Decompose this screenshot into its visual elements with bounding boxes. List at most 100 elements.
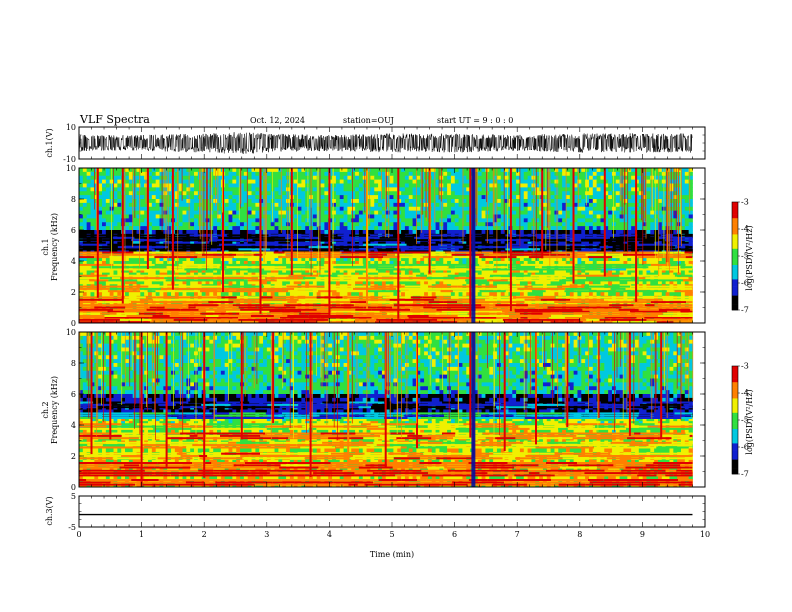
- spectrogram-cell: [677, 195, 682, 200]
- spectrogram-cell: [477, 206, 482, 212]
- spectrogram-cell: [378, 175, 383, 181]
- spectrogram-cell: [82, 230, 88, 235]
- spectrogram-cell: [573, 257, 578, 262]
- spectrogram-cell: [347, 222, 352, 227]
- spectrogram-cell: [401, 168, 406, 173]
- spectrogram-cell: [466, 175, 471, 181]
- spectrogram-cell: [86, 171, 91, 177]
- spectrogram-cell: [217, 206, 222, 212]
- spectrogram-cell: [385, 187, 390, 192]
- spectrogram-cell: [554, 202, 559, 208]
- spectrogram-cell: [397, 206, 402, 212]
- spectrogram-cell: [646, 222, 651, 227]
- spectrogram-cell: [466, 210, 471, 215]
- spectrogram-cell: [389, 257, 394, 262]
- spectrogram-cell: [535, 171, 540, 177]
- spectrogram-cell: [408, 179, 413, 184]
- spectrogram-cell: [638, 222, 644, 227]
- spectrogram-cell: [213, 261, 218, 266]
- spectrogram-cell: [627, 214, 632, 219]
- spectrogram-cell: [148, 280, 153, 285]
- spectrogram-cell: [627, 230, 632, 235]
- spectrogram-cell: [389, 179, 394, 184]
- spectrogram-cell: [600, 191, 605, 196]
- spectrogram-cell: [155, 268, 160, 274]
- spectrogram-cell: [562, 214, 567, 219]
- spectrogram-cell: [623, 183, 628, 188]
- spectrogram-cell: [554, 171, 559, 177]
- spectrogram-cell: [324, 179, 329, 184]
- spectrogram-cell: [550, 187, 555, 192]
- spectrogram-cell: [140, 222, 145, 227]
- spectrogram-cell: [562, 199, 567, 204]
- spectrogram-cell: [431, 222, 436, 227]
- spectrogram-cell: [654, 230, 659, 235]
- spectrogram-cell: [466, 202, 471, 208]
- spectrogram-cell: [581, 202, 586, 208]
- spectrogram-cell: [677, 268, 682, 274]
- spectrogram-cell: [458, 206, 463, 212]
- spectrogram-cell: [519, 280, 525, 285]
- spectrogram-cell: [462, 214, 467, 219]
- spectrogram-cell: [588, 202, 594, 208]
- spectrogram-cell: [623, 268, 628, 274]
- spectrogram-cell: [680, 168, 686, 173]
- spectrogram-cell: [481, 175, 486, 181]
- spectrogram-cell: [569, 210, 575, 215]
- spectrogram-cell: [293, 226, 298, 231]
- spectrogram-cell: [688, 261, 693, 266]
- spectrogram-cell: [389, 214, 394, 219]
- spectrogram-cell: [255, 179, 260, 184]
- spectrogram-cell: [236, 268, 241, 274]
- spectrogram-cell: [435, 175, 440, 181]
- spectrogram-cell: [347, 257, 352, 262]
- spectrogram-cell: [159, 214, 164, 219]
- spectrogram-cell: [577, 280, 582, 285]
- spectrogram-cell: [297, 183, 302, 188]
- spectrogram-cell: [339, 261, 344, 266]
- spectrogram-cell: [366, 261, 371, 266]
- spectrogram-cell: [182, 214, 187, 219]
- spectrogram-cell: [539, 257, 544, 262]
- spectrogram-cell: [512, 168, 517, 173]
- spectrogram-cell: [190, 168, 195, 173]
- spectrogram-cell: [366, 183, 371, 188]
- spectrogram-cell: [531, 268, 536, 274]
- spectrogram-cell: [600, 230, 605, 235]
- spectrogram-cell: [431, 175, 436, 181]
- spectrogram-cell: [228, 168, 233, 173]
- spectrogram-cell: [462, 199, 467, 204]
- spectrogram-cell: [588, 199, 594, 204]
- spectrogram-cell: [454, 191, 459, 196]
- spectrogram-cell: [278, 171, 283, 177]
- spectrogram-cell: [654, 191, 659, 196]
- spectrogram-cell: [608, 202, 613, 208]
- spectrogram-cell: [680, 218, 686, 223]
- spectrogram-cell: [159, 183, 164, 188]
- spectrogram-cell: [255, 195, 260, 200]
- spectrogram-cell: [500, 230, 505, 235]
- spectrogram-cell: [182, 171, 187, 177]
- spectrogram-cell: [688, 202, 693, 208]
- spectrogram-cell: [673, 179, 678, 184]
- spectrogram-cell: [477, 199, 482, 204]
- spectrogram-cell: [527, 230, 532, 235]
- spectrogram-cell: [190, 268, 195, 274]
- spectrogram-cell: [577, 268, 582, 274]
- spectrogram-cell: [347, 261, 352, 266]
- spectrogram-cell: [255, 191, 260, 196]
- spectrogram-cell: [585, 261, 590, 266]
- spectrogram-cell: [125, 171, 130, 177]
- spectrogram-cell: [504, 183, 509, 188]
- spectrogram-cell: [631, 261, 636, 266]
- spectrogram-cell: [393, 210, 398, 215]
- spectrogram-cell: [631, 191, 636, 196]
- spectrogram-cell: [569, 202, 575, 208]
- spectrogram-cell: [355, 179, 360, 184]
- spectrogram-cell: [588, 175, 594, 181]
- spectrogram-cell: [500, 175, 505, 181]
- spectrogram-cell: [178, 191, 183, 196]
- spectrogram-cell: [673, 222, 678, 227]
- spectrogram-cell: [565, 230, 571, 235]
- spectrogram-cell: [389, 218, 394, 223]
